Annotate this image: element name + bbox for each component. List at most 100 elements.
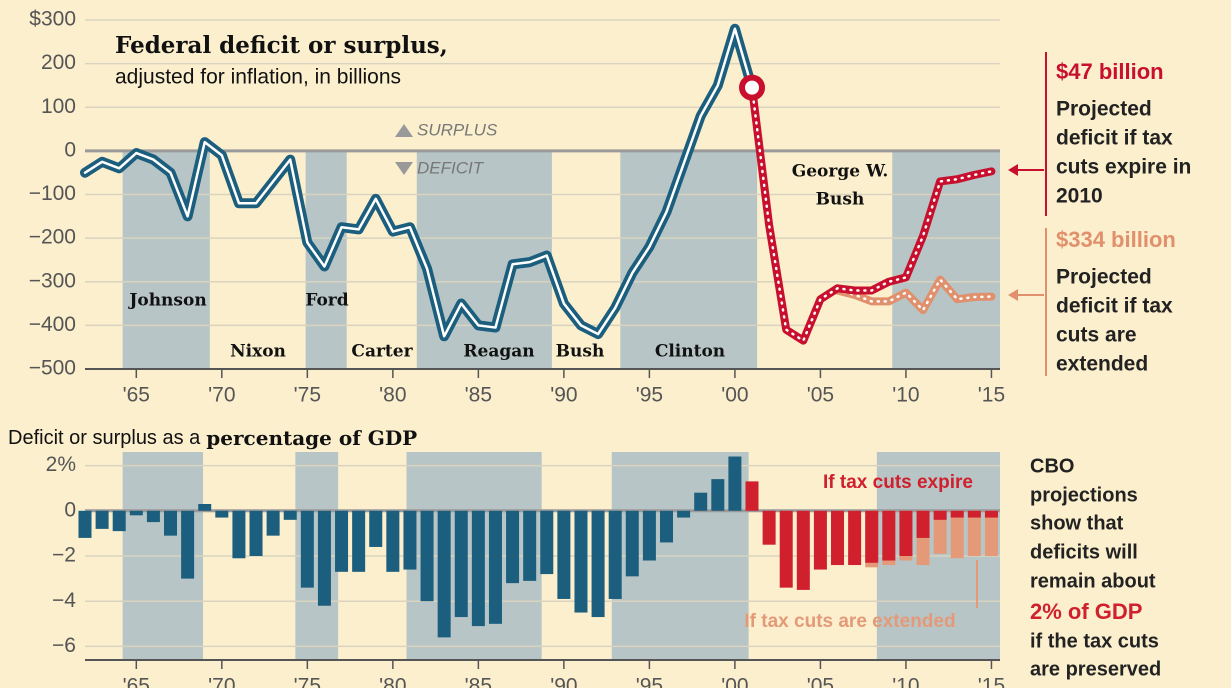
bar: [745, 481, 759, 511]
president-label: Reagan: [463, 342, 534, 362]
cbo-note: projections: [1030, 484, 1138, 506]
x-tick-label: '80: [379, 675, 406, 688]
bar: [146, 510, 160, 523]
x-tick-label: '05: [807, 384, 834, 407]
bar: [899, 510, 913, 556]
bar: [984, 510, 998, 518]
bar: [215, 510, 229, 518]
bar: [335, 510, 349, 572]
bar: [694, 492, 708, 511]
x-tick-label: '00: [721, 384, 748, 407]
bar: [283, 510, 297, 520]
y-tick-label: −4: [52, 589, 76, 612]
x-tick-label: '90: [550, 675, 577, 688]
y-tick-label: −500: [29, 357, 76, 380]
bar: [711, 479, 725, 511]
series-line-inner: [750, 86, 993, 342]
y-tick-label: 0: [64, 498, 76, 521]
surplus-label: SURPLUS: [417, 120, 498, 139]
bar: [779, 510, 793, 588]
bottom-title: Deficit or surplus as a percentage of GDP: [8, 426, 417, 450]
bar: [933, 510, 947, 554]
bar: [420, 510, 434, 602]
bar: [557, 510, 571, 599]
cbo-note: deficits will: [1030, 541, 1138, 563]
president-label: Johnson: [127, 291, 206, 311]
bar: [437, 510, 451, 638]
bar: [471, 510, 485, 627]
bar: [831, 510, 845, 566]
y-tick-label: −300: [29, 269, 76, 292]
x-tick-label: '95: [636, 384, 663, 407]
x-tick-label: '95: [636, 675, 663, 688]
series-line-inner: [83, 27, 754, 338]
deficit-arrow: [395, 162, 413, 175]
cbo-note: CBO: [1030, 455, 1074, 477]
bar: [249, 510, 263, 556]
x-tick-label: '05: [807, 675, 834, 688]
bottom-title-bold: percentage of GDP: [206, 426, 417, 450]
bar: [540, 510, 554, 575]
bar: [591, 510, 605, 618]
y-tick-label: −200: [29, 226, 76, 249]
x-tick-label: '15: [978, 384, 1005, 407]
bar: [848, 510, 862, 566]
y-tick-label: −400: [29, 313, 76, 336]
bar: [198, 504, 212, 511]
note-arrowhead: [1008, 289, 1018, 301]
x-tick-label: '90: [550, 384, 577, 407]
expire-label: If tax cuts expire: [823, 472, 973, 493]
bar: [488, 510, 502, 624]
bar: [523, 510, 537, 581]
extended-note: deficit if tax: [1056, 295, 1173, 318]
bar: [454, 510, 468, 618]
bar: [762, 510, 776, 545]
x-tick-label: '70: [208, 384, 235, 407]
bar: [796, 510, 810, 590]
bar: [266, 510, 280, 536]
y-tick-label: −6: [52, 634, 76, 657]
bar: [403, 510, 417, 570]
bar: [300, 510, 314, 588]
bar: [967, 510, 981, 556]
president-label: Bush: [556, 342, 605, 362]
extended-note: Projected: [1056, 266, 1152, 289]
y-tick-label: 0: [64, 138, 76, 161]
x-tick-label: '10: [892, 675, 919, 688]
bar: [95, 510, 109, 529]
bar: [933, 510, 947, 520]
y-tick-label: 200: [41, 51, 76, 74]
x-tick-label: '80: [379, 384, 406, 407]
x-tick-label: '75: [294, 384, 321, 407]
president-label: Clinton: [655, 342, 725, 362]
x-tick-label: '00: [721, 675, 748, 688]
president-label: Ford: [305, 291, 348, 311]
chart-subtitle: adjusted for inflation, in billions: [115, 66, 401, 89]
x-tick-label: '65: [123, 675, 150, 688]
bar: [386, 510, 400, 572]
bar: [950, 510, 964, 518]
bar: [813, 510, 827, 570]
cbo-note: show that: [1030, 512, 1124, 534]
extended-label: If tax cuts are extended: [744, 611, 955, 632]
expire-note: deficit if tax: [1056, 127, 1173, 150]
cbo-note: remain about: [1030, 570, 1156, 592]
expire-amount: $47 billion: [1056, 59, 1164, 84]
bar: [728, 456, 742, 511]
y-tick-label: 2%: [46, 453, 76, 476]
bar: [625, 510, 639, 577]
bottom-annotations: Deficit or surplus as a percentage of GDP…: [8, 426, 1161, 681]
y-tick-label: $300: [29, 8, 76, 31]
series-highlight: [739, 74, 766, 101]
series-line-inner: [836, 278, 993, 312]
extended-amount: $334 billion: [1056, 227, 1176, 252]
president-label: George W.: [792, 162, 889, 182]
bar: [112, 510, 126, 532]
bar: [369, 510, 383, 547]
bar: [232, 510, 246, 559]
extended-note: extended: [1056, 353, 1148, 376]
x-tick-label: '75: [294, 675, 321, 688]
president-label: Carter: [351, 342, 413, 362]
bar: [659, 510, 673, 543]
